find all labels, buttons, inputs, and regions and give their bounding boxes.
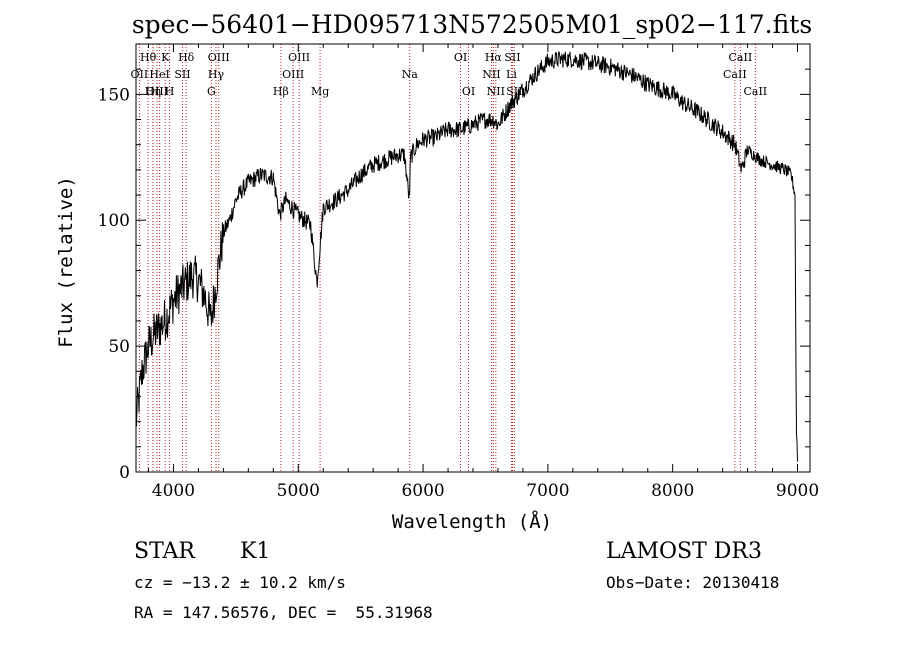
- line-label: NII: [482, 68, 500, 81]
- y-tick-label: 50: [108, 337, 130, 357]
- line-label: Li: [506, 68, 517, 81]
- y-tick-label: 150: [98, 85, 130, 105]
- line-label: HeI: [149, 68, 169, 81]
- line-label: Hβ: [273, 85, 289, 98]
- flux-series-line: [135, 51, 798, 462]
- line-label: OIII: [208, 51, 230, 64]
- line-label: CaII: [729, 51, 753, 64]
- line-label: NII: [487, 85, 505, 98]
- line-label: Hθ: [140, 51, 157, 64]
- survey-name: LAMOST DR3: [606, 539, 762, 564]
- line-label: SII: [504, 51, 520, 64]
- x-tick-label: 4000: [152, 481, 195, 501]
- line-label: G: [207, 85, 216, 98]
- line-label: SII: [174, 68, 190, 81]
- line-label: Hγ: [208, 68, 225, 81]
- coordinates: RA = 147.56576, DEC = 55.31968: [134, 603, 433, 622]
- line-label: CaII: [743, 85, 767, 98]
- plot-frame: [135, 43, 811, 473]
- x-tick-label: 5000: [277, 481, 320, 501]
- line-label: OIII: [282, 68, 304, 81]
- line-label: OIII: [288, 51, 310, 64]
- line-label: CaII: [723, 68, 747, 81]
- line-label: Hδ: [178, 51, 195, 64]
- line-label: K: [161, 51, 170, 64]
- x-tick-label: 9000: [776, 481, 819, 501]
- object-subclass: K1: [240, 539, 271, 564]
- x-tick-label: 6000: [401, 481, 444, 501]
- line-label: OII: [131, 68, 149, 81]
- spectral-line-markers: [138, 44, 756, 472]
- line-label: Na: [402, 68, 419, 81]
- x-tick-label: 8000: [651, 481, 694, 501]
- line-label: OIII: [146, 85, 168, 98]
- x-axis-label: Wavelength (Å): [392, 510, 552, 533]
- y-axis-label: Flux (relative): [55, 176, 77, 348]
- line-label: Hη: [145, 85, 161, 98]
- line-label: Mg: [311, 85, 329, 98]
- line-label: Hα: [485, 51, 503, 64]
- chart-title: spec−56401−HD095713N572505M01_sp02−117.f…: [132, 10, 812, 39]
- y-tick-label: 100: [98, 211, 130, 231]
- redshift-readout: cz = −13.2 ± 10.2 km/s: [134, 573, 346, 592]
- line-label: OI: [462, 85, 475, 98]
- line-label: H: [165, 85, 175, 98]
- y-tick-label: 0: [119, 463, 130, 483]
- y-axis-ticks: 0 50 100 150: [98, 68, 810, 483]
- obs-date: Obs−Date: 20130418: [606, 573, 780, 592]
- x-axis-ticks: 4000 5000 6000 7000 8000 9000: [147, 44, 819, 501]
- line-label: OI: [454, 51, 467, 64]
- object-class: STAR: [134, 539, 195, 564]
- x-tick-label: 7000: [526, 481, 569, 501]
